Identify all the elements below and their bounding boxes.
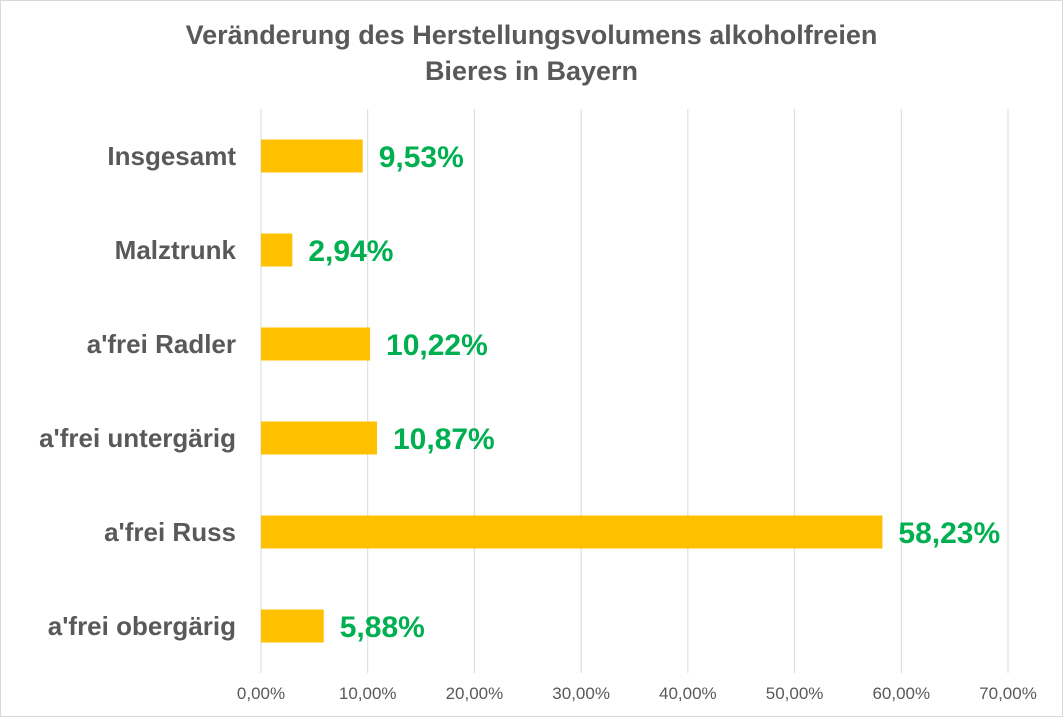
chart-title-line-2: Bieres in Bayern bbox=[424, 56, 639, 86]
x-tick-label: 70,00% bbox=[979, 684, 1037, 703]
bar bbox=[261, 421, 377, 455]
x-tick-label: 30,00% bbox=[552, 684, 610, 703]
category-label: a'frei obergärig bbox=[48, 611, 236, 641]
x-tick-label: 60,00% bbox=[872, 684, 930, 703]
bar bbox=[261, 609, 324, 643]
data-label: 10,22% bbox=[386, 329, 488, 362]
category-label: Malztrunk bbox=[115, 235, 237, 265]
category-label: a'frei untergärig bbox=[39, 423, 236, 453]
x-tick-label: 10,00% bbox=[339, 684, 397, 703]
data-label: 10,87% bbox=[393, 423, 495, 456]
data-label: 5,88% bbox=[340, 611, 425, 644]
x-tick-label: 40,00% bbox=[659, 684, 717, 703]
bar bbox=[261, 233, 293, 267]
data-label: 58,23% bbox=[898, 517, 1000, 550]
category-label: a'frei Russ bbox=[104, 517, 236, 547]
x-tick-label: 50,00% bbox=[766, 684, 824, 703]
category-label: a'frei Radler bbox=[87, 329, 236, 359]
category-label: Insgesamt bbox=[107, 141, 236, 171]
chart-title: Veränderung des Herstellungsvolumens alk… bbox=[1, 17, 1062, 89]
data-label: 9,53% bbox=[379, 141, 464, 174]
x-tick-label: 20,00% bbox=[446, 684, 504, 703]
bar bbox=[261, 515, 883, 549]
bar bbox=[261, 327, 371, 361]
x-tick-label: 0,00% bbox=[237, 684, 285, 703]
bar bbox=[261, 139, 363, 173]
chart-title-line-1: Veränderung des Herstellungsvolumens alk… bbox=[185, 20, 878, 50]
data-label: 2,94% bbox=[308, 235, 393, 268]
